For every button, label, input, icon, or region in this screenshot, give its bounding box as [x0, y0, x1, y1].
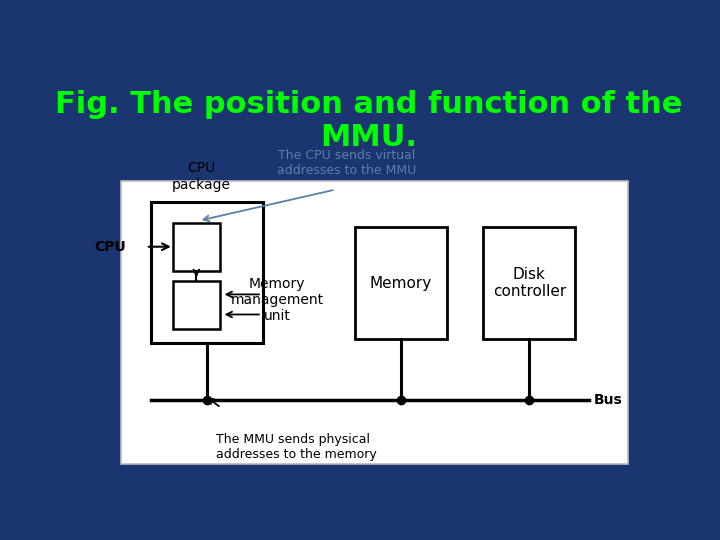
Text: Memory
management
unit: Memory management unit [230, 276, 323, 323]
Text: Fig. The position and function of the
MMU.: Fig. The position and function of the MM… [55, 90, 683, 152]
Bar [173, 223, 220, 271]
Text: CPU: CPU [94, 240, 126, 253]
Text: The MMU sends physical
addresses to the memory: The MMU sends physical addresses to the … [215, 433, 377, 461]
Bar [355, 227, 447, 339]
Text: Bus: Bus [594, 393, 623, 407]
Text: The CPU sends virtual
addresses to the MMU: The CPU sends virtual addresses to the M… [277, 149, 416, 177]
Bar [151, 202, 263, 343]
Bar [483, 227, 575, 339]
Text: Memory: Memory [370, 275, 432, 291]
Bar [121, 181, 629, 464]
Text: CPU
package: CPU package [172, 161, 231, 192]
Bar [173, 281, 220, 329]
Text: Disk
controller: Disk controller [492, 267, 566, 299]
